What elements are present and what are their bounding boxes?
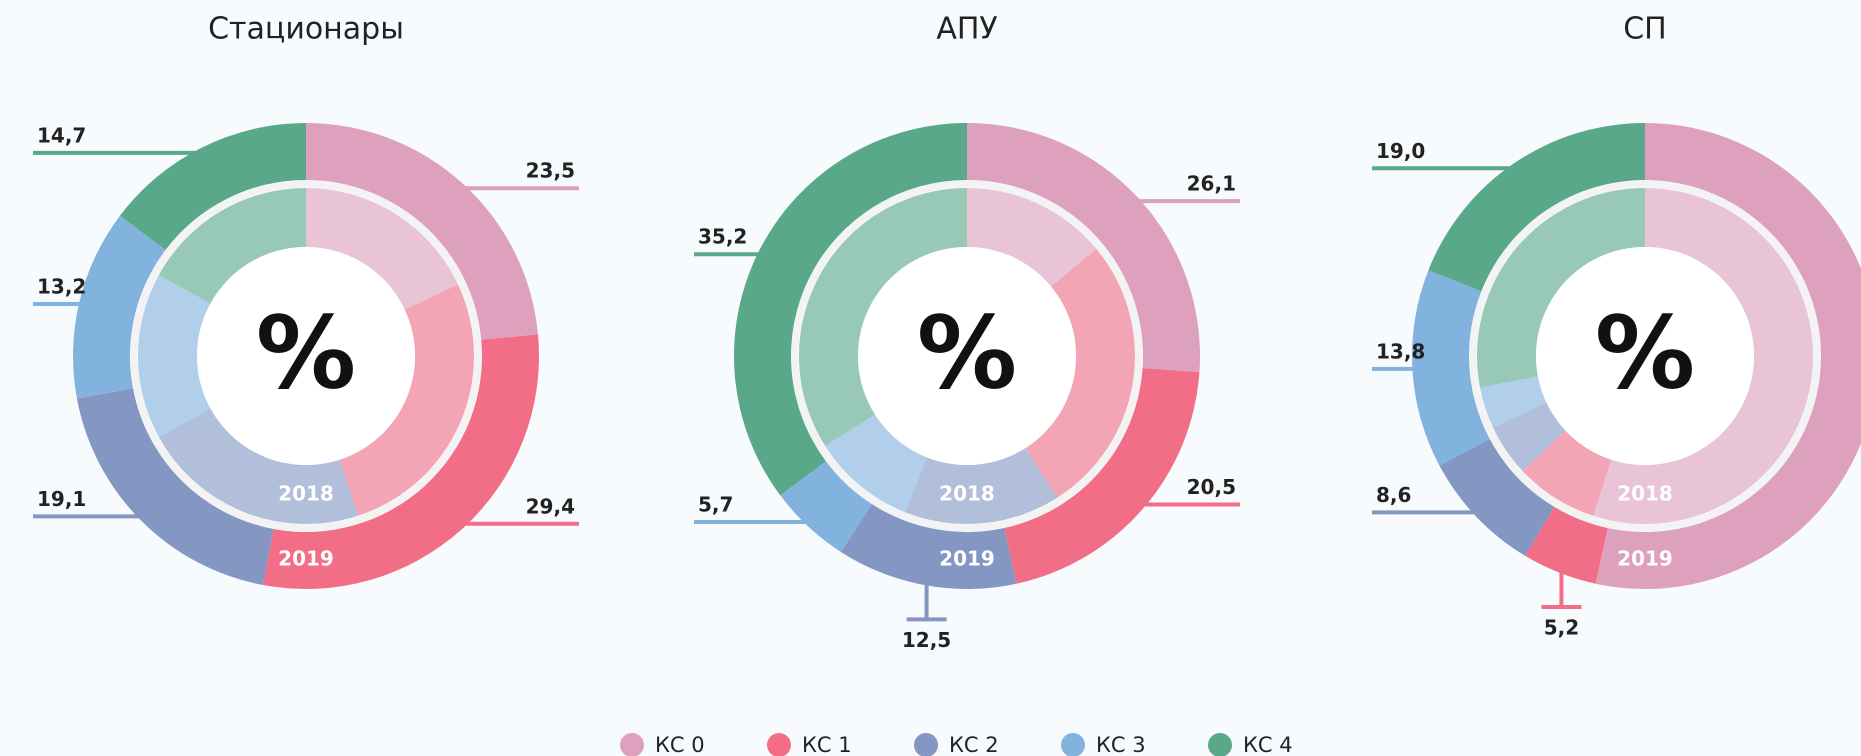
segment xyxy=(263,334,539,589)
segment xyxy=(967,123,1200,373)
center-label: % xyxy=(256,294,356,411)
value-label: 8,6 xyxy=(1376,483,1411,507)
value-label: 14,7 xyxy=(37,123,86,147)
segment xyxy=(76,388,274,586)
value-label: 12,5 xyxy=(902,628,951,652)
ring-label: 2018 xyxy=(278,482,334,506)
segment xyxy=(1004,368,1200,584)
value-label: 19,1 xyxy=(37,487,86,511)
chart-title: СП xyxy=(1623,12,1667,47)
ring-label: 2018 xyxy=(1617,482,1673,506)
segment xyxy=(825,414,927,513)
legend-swatch xyxy=(620,733,644,756)
segment xyxy=(73,215,166,399)
segment xyxy=(1477,188,1645,388)
legend-label: КС 3 xyxy=(1096,733,1146,756)
value-label: 20,5 xyxy=(1187,475,1236,499)
segment xyxy=(780,461,872,552)
legend-swatch xyxy=(1208,733,1232,756)
ring-label: 2019 xyxy=(278,547,334,571)
ring-label: 2019 xyxy=(1617,547,1673,571)
segment xyxy=(119,123,306,251)
hole xyxy=(197,247,415,465)
ring-label: 2019 xyxy=(939,547,995,571)
legend-swatch xyxy=(767,733,791,756)
hole xyxy=(858,247,1076,465)
value-label: 13,2 xyxy=(37,274,86,298)
segment xyxy=(1525,506,1608,584)
value-label: 23,5 xyxy=(526,159,575,183)
center-label: % xyxy=(1595,294,1695,411)
value-label: 19,0 xyxy=(1376,139,1425,163)
separator xyxy=(791,180,1143,532)
segment xyxy=(1479,376,1547,428)
legend-swatch xyxy=(1061,733,1085,756)
legend-swatch xyxy=(914,733,938,756)
hole xyxy=(1536,247,1754,465)
segment xyxy=(1428,123,1645,292)
value-label: 5,7 xyxy=(698,492,733,516)
legend-label: КС 4 xyxy=(1243,733,1293,756)
legend-label: КС 2 xyxy=(949,733,999,756)
segment xyxy=(967,188,1097,287)
segment xyxy=(158,188,306,304)
ring-label: 2018 xyxy=(939,482,995,506)
segment xyxy=(1492,402,1566,472)
value-label: 26,1 xyxy=(1187,172,1236,196)
value-label: 13,8 xyxy=(1376,339,1425,363)
separator xyxy=(130,180,482,532)
segment xyxy=(840,504,1017,589)
segment xyxy=(306,123,538,340)
segment xyxy=(1025,248,1135,498)
segment xyxy=(1412,270,1490,466)
segment xyxy=(339,284,475,516)
segment xyxy=(158,408,358,524)
chart-title: АПУ xyxy=(936,12,997,47)
segment xyxy=(138,275,211,437)
legend-label: КС 0 xyxy=(655,733,705,756)
segment xyxy=(734,122,967,496)
segment xyxy=(1595,123,1861,589)
segment xyxy=(799,188,967,447)
separator xyxy=(1469,180,1821,532)
chart-title: Стационары xyxy=(208,12,404,47)
value-label: 35,2 xyxy=(698,225,747,249)
segment xyxy=(306,188,459,310)
segment xyxy=(1593,188,1814,524)
value-label: 29,4 xyxy=(526,494,575,518)
segment xyxy=(1522,430,1612,516)
legend-label: КС 1 xyxy=(802,733,852,756)
value-label: 5,2 xyxy=(1544,616,1579,640)
segment xyxy=(1439,438,1555,556)
segment xyxy=(905,448,1058,524)
center-label: % xyxy=(917,294,1017,411)
